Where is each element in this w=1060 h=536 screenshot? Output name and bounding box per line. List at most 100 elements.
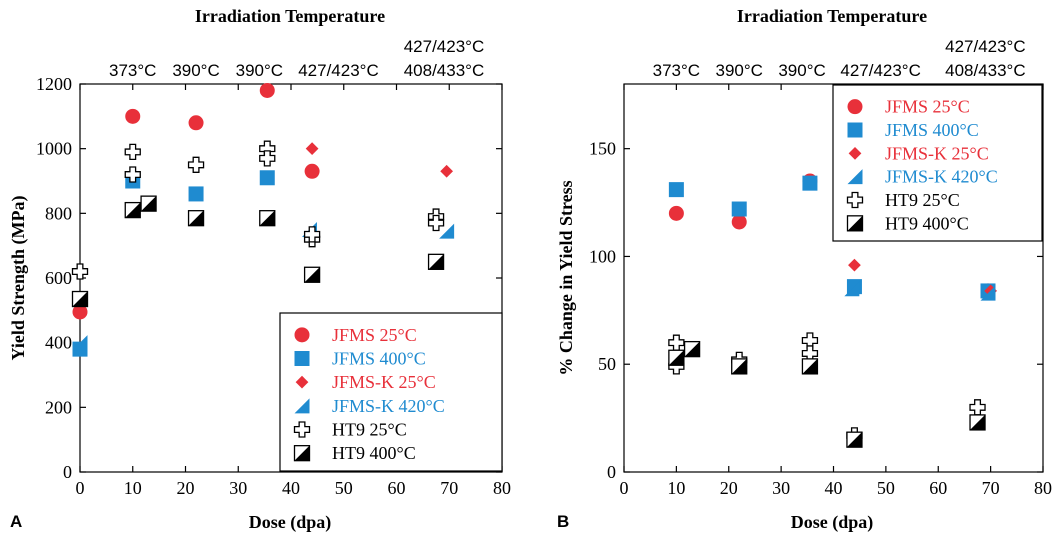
data-point xyxy=(980,285,996,301)
data-point xyxy=(969,399,986,416)
data-point xyxy=(125,108,141,124)
y-tick-label: 600 xyxy=(45,268,72,288)
x-tick-label: 0 xyxy=(620,478,629,498)
y-tick-label: 0 xyxy=(607,462,616,482)
x-tick-label: 20 xyxy=(720,478,738,498)
data-point xyxy=(259,82,275,98)
y-tick-label: 100 xyxy=(589,246,616,266)
y-tick-label: 800 xyxy=(45,203,72,223)
data-point xyxy=(427,253,445,270)
data-point xyxy=(731,214,747,230)
legend-marker xyxy=(293,421,311,438)
temperature-label: 427/423°C xyxy=(840,61,921,80)
x-tick-label: 70 xyxy=(440,478,458,498)
legend-label: HT9 400°C xyxy=(885,213,969,233)
legend-marker xyxy=(847,122,863,138)
data-point xyxy=(124,143,141,161)
legend-marker xyxy=(294,351,310,366)
data-point xyxy=(668,205,684,221)
x-tick-label: 80 xyxy=(1034,478,1052,498)
data-point xyxy=(124,201,141,219)
x-tick-label: 20 xyxy=(177,478,195,498)
data-point xyxy=(439,223,455,239)
data-point xyxy=(427,214,445,232)
legend-label: HT9 25°C xyxy=(332,420,407,440)
data-point xyxy=(305,142,319,156)
legend-marker xyxy=(848,146,862,160)
data-point xyxy=(303,226,321,243)
panel-b: B Irradiation Temperature Dose (dpa) % C… xyxy=(556,6,1052,533)
temperature-label: 427/423°C xyxy=(945,37,1026,56)
data-point xyxy=(731,201,747,217)
x-tick-label: 60 xyxy=(929,478,947,498)
data-point xyxy=(71,263,89,280)
legend-box xyxy=(279,312,503,472)
legend-label: JFMS 25°C xyxy=(885,97,970,117)
data-point xyxy=(802,175,818,191)
temperature-label: 373°C xyxy=(653,61,700,80)
panel-a-xlabel: Dose (dpa) xyxy=(249,512,332,533)
legend-label: HT9 400°C xyxy=(332,443,416,463)
legend-label: JFMS-K 25°C xyxy=(885,143,989,163)
x-tick-label: 50 xyxy=(877,478,895,498)
data-point xyxy=(668,182,684,198)
data-point xyxy=(187,210,205,227)
temperature-label: 390°C xyxy=(236,61,283,80)
panel-a: A Irradiation Temperature Dose (dpa) Yie… xyxy=(8,6,511,533)
y-tick-label: 200 xyxy=(45,397,72,417)
data-point xyxy=(188,115,204,131)
legend-label: HT9 25°C xyxy=(885,190,960,210)
x-tick-label: 40 xyxy=(282,478,300,498)
panel-b-ylabel: % Change in Yield Stress xyxy=(556,180,576,375)
panel-b-xlabel: Dose (dpa) xyxy=(791,512,874,533)
x-tick-label: 60 xyxy=(388,478,406,498)
data-point xyxy=(259,150,276,167)
data-point xyxy=(848,258,861,272)
y-tick-label: 1200 xyxy=(36,74,72,94)
data-point xyxy=(72,335,88,351)
temperature-label: 408/433°C xyxy=(945,61,1026,80)
data-point xyxy=(259,170,275,186)
temperature-label: 427/423°C xyxy=(404,37,485,56)
legend-marker xyxy=(846,191,864,209)
data-point xyxy=(801,358,819,375)
legend-label: JFMS-K 420°C xyxy=(885,167,998,187)
temperature-label: 390°C xyxy=(715,61,762,80)
legend-marker xyxy=(846,215,864,232)
y-tick-label: 1000 xyxy=(36,139,72,159)
data-point xyxy=(844,281,860,297)
data-point xyxy=(440,164,453,178)
y-tick-label: 400 xyxy=(45,333,72,353)
data-point xyxy=(72,304,88,320)
data-point xyxy=(187,156,205,173)
legend-marker xyxy=(294,327,310,343)
data-point xyxy=(668,349,685,366)
temperature-label: 373°C xyxy=(109,61,156,80)
data-point xyxy=(846,431,863,448)
legend-marker xyxy=(295,375,309,389)
panel-a-top-title: Irradiation Temperature xyxy=(195,6,385,26)
y-tick-label: 50 xyxy=(598,354,616,374)
data-point xyxy=(668,334,685,351)
data-point xyxy=(71,290,89,308)
legend-label: JFMS 400°C xyxy=(332,349,426,369)
x-tick-label: 30 xyxy=(772,478,790,498)
legend-label: JFMS-K 25°C xyxy=(332,372,436,392)
y-tick-label: 150 xyxy=(589,139,616,159)
x-tick-label: 10 xyxy=(667,478,685,498)
x-tick-label: 10 xyxy=(124,478,142,498)
data-point xyxy=(124,166,141,183)
legend-marker xyxy=(847,99,863,115)
legend-marker xyxy=(847,169,863,185)
legend-marker xyxy=(293,445,311,462)
x-tick-label: 30 xyxy=(229,478,247,498)
temperature-label: 408/433°C xyxy=(404,61,485,80)
legend-label: JFMS-K 420°C xyxy=(332,396,445,416)
legend-box xyxy=(832,84,1043,242)
data-point xyxy=(140,195,157,212)
x-tick-label: 70 xyxy=(982,478,1000,498)
legend-label: JFMS 400°C xyxy=(885,120,979,140)
data-point xyxy=(304,163,320,179)
x-tick-label: 80 xyxy=(493,478,511,498)
